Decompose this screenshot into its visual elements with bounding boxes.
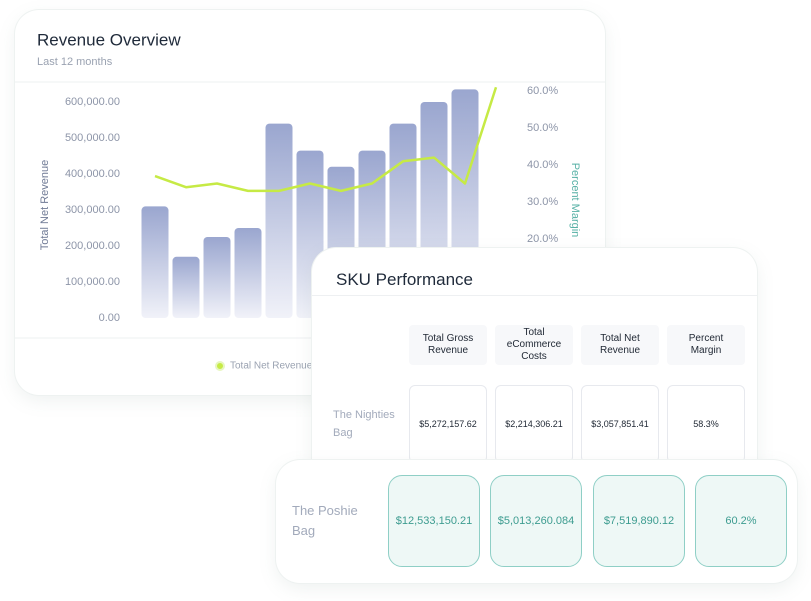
y-tick-label: 400,000.00 (65, 168, 120, 180)
bar (172, 256, 200, 318)
table-cell: $2,214,306.21 (495, 385, 573, 463)
highlight-row-card: The Poshie Bag $12,533,150.21 $5,013,260.0… (276, 460, 797, 583)
bar (265, 123, 293, 318)
bar (234, 228, 262, 318)
bar (141, 206, 169, 318)
table-cell: 60.2% (695, 475, 787, 567)
table-cell: $5,013,260.084 (490, 475, 582, 567)
y-tick-label: 100,000.00 (65, 276, 120, 288)
y-tick-label: 500,000.00 (65, 132, 120, 144)
row-label: The Poshie Bag (292, 503, 358, 538)
chart-subtitle: Last 12 months (37, 56, 113, 68)
y2-axis-label: Percent Margin (569, 163, 581, 238)
column-header: Percent Margin (667, 325, 745, 365)
line (154, 86, 498, 193)
y2-tick-label: 60.0% (527, 85, 558, 97)
y2-tick-label: 50.0% (527, 122, 558, 134)
sku-card: SKU Performance Total Gross Revenue Total… (312, 248, 757, 488)
y2-tick-label: 40.0% (527, 159, 558, 171)
y-tick-label: 200,000.00 (65, 240, 120, 252)
y-axis-label: Total Net Revenue (39, 160, 51, 251)
table-cell: 58.3% (667, 385, 745, 463)
y-tick-label: 600,000.00 (65, 96, 120, 108)
table-cell: $12,533,150.21 (388, 475, 480, 567)
legend-marker (215, 361, 225, 371)
column-header: Total Net Revenue (581, 325, 659, 365)
column-header: Total eCommerce Costs (495, 325, 573, 365)
table-cell: $3,057,851.41 (581, 385, 659, 463)
y-tick-label: 0.00 (99, 312, 120, 324)
y2-tick-label: 30.0% (527, 196, 558, 208)
sku-title: SKU Performance (336, 270, 473, 289)
table-cell: $5,272,157.62 (409, 385, 487, 463)
y-tick-label: 300,000.00 (65, 204, 120, 216)
chart-title: Revenue Overview (37, 30, 181, 49)
table-cell: $7,519,890.12 (593, 475, 685, 567)
sku-divider (312, 295, 757, 296)
y2-tick-label: 20.0% (527, 233, 558, 245)
row-label: The Nighties Bag (333, 409, 395, 439)
column-header: Total Gross Revenue (409, 325, 487, 365)
legend-label: Total Net Revenue (230, 361, 313, 372)
bar (203, 237, 231, 318)
